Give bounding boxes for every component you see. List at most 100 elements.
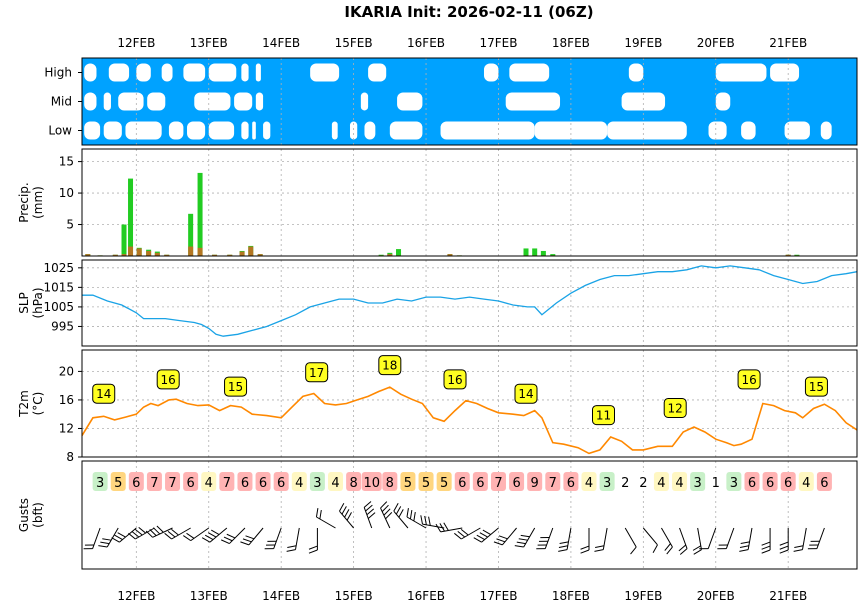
- cloud-block: [364, 122, 375, 140]
- gust-value: 7: [494, 476, 502, 491]
- wind-barb-staff: [661, 528, 672, 547]
- date-label-bottom: 15FEB: [335, 589, 373, 603]
- cloud-block: [716, 64, 767, 82]
- y-axis-label-line: T2m: [17, 390, 31, 418]
- wind-barb-feather: [100, 542, 109, 543]
- cloud-block: [147, 93, 165, 111]
- wind-barb-feather: [515, 546, 524, 547]
- gust-value: 9: [531, 476, 539, 491]
- wind-barb-feather: [665, 544, 671, 551]
- wind-barb-feather: [339, 503, 343, 511]
- date-label-top: 17FEB: [479, 36, 517, 50]
- date-label-bottom: 18FEB: [552, 589, 590, 603]
- cloud-block: [390, 122, 423, 140]
- cloud-block: [109, 64, 129, 82]
- gust-value: 6: [132, 476, 140, 491]
- wind-barb-feather: [112, 538, 120, 542]
- wind-barb-staff: [316, 517, 335, 528]
- cloud-block: [84, 64, 96, 82]
- gust-value: 3: [730, 476, 738, 491]
- y-tick-label: 1005: [43, 300, 74, 314]
- wind-barb-staff: [461, 528, 480, 539]
- wind-barb-feather: [345, 509, 349, 517]
- precip-bar-rain: [396, 249, 401, 256]
- wind-barb-feather: [347, 512, 351, 520]
- cloud-block: [209, 64, 237, 82]
- gust-value: 2: [639, 476, 647, 491]
- date-label-top: 12FEB: [117, 36, 155, 50]
- gust-value: 5: [422, 476, 430, 491]
- cloud-block: [629, 64, 643, 82]
- y-tick-label: 20: [59, 364, 74, 378]
- wind-barb-feather: [496, 539, 504, 542]
- cloud-block: [821, 122, 832, 140]
- date-label-top: 14FEB: [262, 36, 300, 50]
- y-tick-label: 8: [66, 450, 74, 464]
- wind-barb-feather: [208, 533, 216, 537]
- wind-barb-feather: [224, 537, 232, 541]
- wind-barb-feather: [381, 502, 387, 508]
- cloud-block: [84, 93, 96, 111]
- y-axis-label: SLP(hPa): [17, 287, 45, 318]
- y-axis-label-line: SLP: [17, 292, 31, 314]
- wind-barb-staff: [502, 528, 516, 545]
- wind-barb-staff: [191, 528, 209, 541]
- cloud-block: [441, 122, 535, 140]
- precip-bar-convective: [198, 248, 203, 256]
- wind-barb-staff: [680, 528, 688, 549]
- cloud-block: [716, 93, 730, 111]
- t2m-label: 14: [96, 387, 111, 401]
- gust-value: 5: [114, 476, 122, 491]
- wind-barb-feather: [595, 546, 604, 548]
- wind-barb-feather: [794, 550, 803, 552]
- gust-value: 6: [820, 476, 828, 491]
- chart-title: IKARIA Init: 2026-02-11 (06Z): [344, 3, 593, 21]
- t2m-label: 15: [809, 380, 824, 394]
- date-label-bottom: 12FEB: [117, 589, 155, 603]
- wind-barb-staff: [274, 528, 282, 549]
- wind-barb-feather: [386, 512, 392, 518]
- wind-barb-feather: [631, 547, 637, 554]
- wind-barb-feather: [243, 539, 251, 542]
- wind-barb-staff: [295, 528, 299, 550]
- wind-barb-feather: [115, 535, 123, 539]
- wind-barb-staff: [726, 528, 734, 549]
- wind-barb-feather: [458, 531, 465, 537]
- wind-barb-staff: [249, 528, 263, 545]
- precip-bar-convective: [137, 248, 142, 256]
- gust-value: 4: [585, 476, 593, 491]
- t2m-label: 17: [309, 366, 324, 380]
- wind-barb-feather: [202, 538, 210, 542]
- cloud-block: [241, 64, 248, 82]
- gust-value: 3: [694, 476, 702, 491]
- gust-value: 4: [657, 476, 665, 491]
- wind-barb-feather: [205, 535, 213, 539]
- y-axis-label: T2m(°C): [17, 390, 45, 418]
- wind-barb-feather: [128, 533, 135, 539]
- gust-value: 6: [476, 476, 484, 491]
- t2m-label: 14: [518, 387, 533, 401]
- wind-barb-feather: [483, 530, 491, 534]
- precip-bar-rain: [128, 179, 133, 256]
- wind-barb-feather: [139, 527, 146, 533]
- wind-barb-staff: [802, 528, 806, 550]
- cloud-row-label: Mid: [51, 95, 72, 109]
- wind-barb-staff: [748, 528, 752, 550]
- y-tick-label: 1015: [43, 280, 74, 294]
- gust-value: 7: [549, 476, 557, 491]
- wind-barb-feather: [461, 529, 468, 535]
- wind-barb-feather: [132, 531, 139, 537]
- y-tick-label: 1025: [43, 261, 74, 275]
- wind-barb-feather: [693, 546, 701, 551]
- cloud-block: [506, 93, 560, 111]
- t2m-label: 12: [668, 401, 683, 415]
- precip-bar-rain: [532, 248, 537, 256]
- gust-value: 6: [241, 476, 249, 491]
- panel-frame: [82, 350, 857, 457]
- gust-value: 5: [440, 476, 448, 491]
- wind-barb-feather: [653, 545, 657, 553]
- date-label-top: 13FEB: [190, 36, 228, 50]
